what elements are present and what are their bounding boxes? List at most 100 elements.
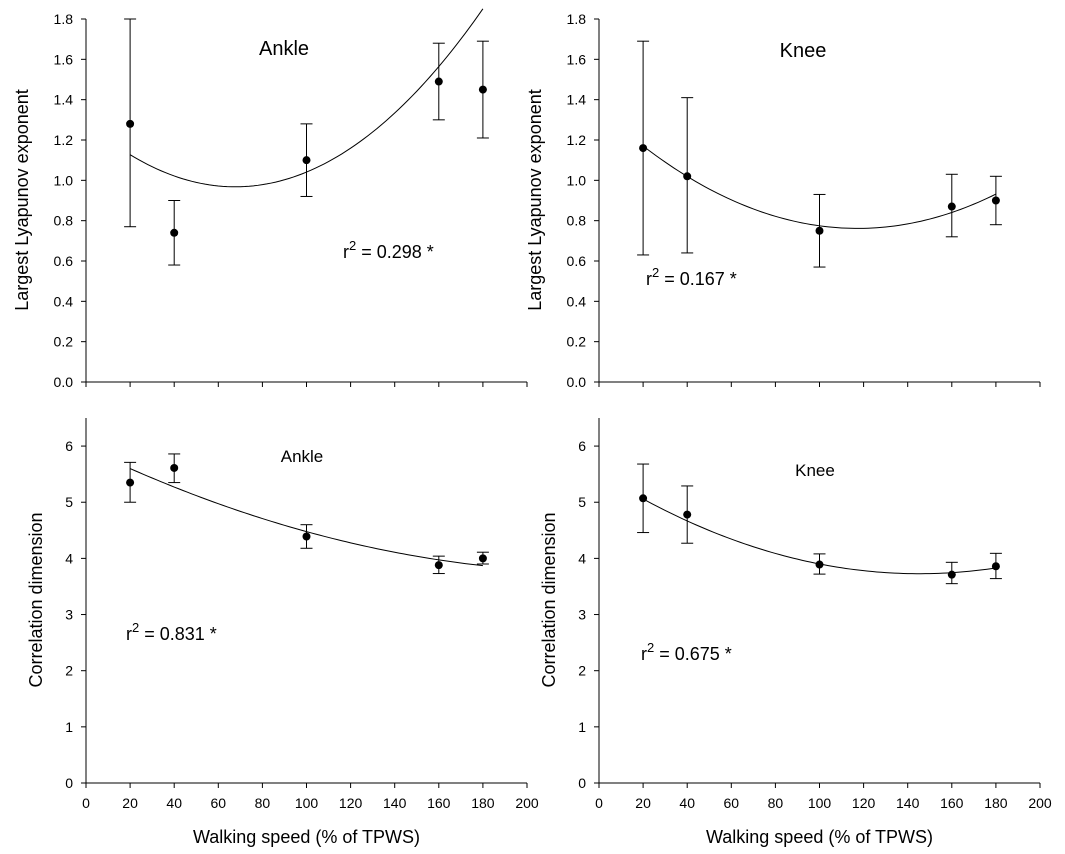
x-tick-label: 60 <box>724 795 740 811</box>
y-tick-label: 1.6 <box>54 51 74 67</box>
y-tick-label: 5 <box>578 494 586 510</box>
panel-1: 0.0 0.2 0.4 0.6 0.8 1.0 1.2 1.4 1.6 1.8 Ankle Large… <box>12 8 528 390</box>
y-tick-label: 5 <box>65 494 73 510</box>
panel-title: Ankle <box>281 447 324 466</box>
y-tick-label: 1.4 <box>54 92 74 108</box>
r-superscript: 2 <box>349 238 356 253</box>
y-axis-label: Largest Lyapunov exponent <box>12 89 32 311</box>
r-symbol: r <box>343 242 349 262</box>
r-value: = 0.167 * <box>659 269 737 289</box>
x-tick-label: 20 <box>122 795 138 811</box>
x-tick-label: 40 <box>679 795 695 811</box>
data-point <box>126 478 135 487</box>
y-tick-label: 3 <box>65 607 73 623</box>
y-tick-label: 0.6 <box>54 253 74 269</box>
data-point <box>478 85 487 94</box>
y-axis-label: Correlation dimension <box>539 512 559 687</box>
y-tick-label: 6 <box>65 438 73 454</box>
data-point <box>683 172 692 181</box>
r-symbol: r <box>646 269 652 289</box>
y-tick-label: 1.8 <box>54 11 74 27</box>
x-tick-label: 100 <box>808 795 832 811</box>
x-tick-label: 160 <box>427 795 451 811</box>
y-tick-label: 1 <box>578 719 586 735</box>
data-point <box>302 532 311 541</box>
x-tick-label: 180 <box>471 795 495 811</box>
y-tick-label: 4 <box>578 550 586 566</box>
y-tick-label: 1.2 <box>567 132 587 148</box>
x-tick-label: 100 <box>295 795 319 811</box>
y-tick-label: 1.8 <box>567 11 587 27</box>
y-tick-label: 0.4 <box>567 293 587 309</box>
data-point <box>991 562 1000 571</box>
data-point <box>815 560 824 569</box>
data-point <box>126 119 135 128</box>
r-value: = 0.298 * <box>356 242 434 262</box>
data-point <box>639 144 648 153</box>
data-point <box>170 228 179 237</box>
panel-title: Ankle <box>259 38 309 60</box>
panel-title: Knee <box>780 40 827 62</box>
y-tick-label: 0.2 <box>567 334 587 350</box>
y-tick-label: 0.0 <box>567 374 587 390</box>
y-tick-label: 1.2 <box>54 132 74 148</box>
r-symbol: r <box>126 624 132 644</box>
x-tick-label: 80 <box>255 795 271 811</box>
y-tick-label: 6 <box>578 438 586 454</box>
x-tick-label: 120 <box>852 795 876 811</box>
y-axis-label: Correlation dimension <box>26 512 46 687</box>
y-tick-label: 0.2 <box>54 334 74 350</box>
x-axis-label: Walking speed (% of TPWS) <box>193 827 420 847</box>
data-point <box>434 77 443 86</box>
x-tick-label: 160 <box>940 795 964 811</box>
x-tick-label: 180 <box>984 795 1008 811</box>
y-tick-label: 1.6 <box>567 51 587 67</box>
x-tick-label: 80 <box>768 795 784 811</box>
y-tick-label: 0.6 <box>567 253 587 269</box>
x-tick-label: 140 <box>896 795 920 811</box>
y-tick-label: 2 <box>578 663 586 679</box>
data-point <box>991 196 1000 205</box>
data-point <box>478 554 487 563</box>
x-tick-label: 0 <box>595 795 603 811</box>
x-tick-label: 120 <box>339 795 363 811</box>
x-axis-label: Walking speed (% of TPWS) <box>706 827 933 847</box>
y-tick-label: 0.4 <box>54 293 74 309</box>
x-tick-label: 140 <box>383 795 407 811</box>
x-tick-label: 20 <box>635 795 651 811</box>
y-tick-label: 1 <box>65 719 73 735</box>
r-squared-annotation: r2 = 0.675 * <box>641 640 732 664</box>
y-axis-label: Largest Lyapunov exponent <box>525 89 545 311</box>
y-tick-label: 1.0 <box>54 172 74 188</box>
data-point <box>815 226 824 235</box>
x-tick-label: 200 <box>515 795 539 811</box>
data-point <box>947 570 956 579</box>
r-superscript: 2 <box>652 265 659 280</box>
r-symbol: r <box>641 644 647 664</box>
panel-title: Knee <box>795 461 835 480</box>
data-point <box>947 202 956 211</box>
y-tick-label: 1.4 <box>567 92 587 108</box>
y-tick-label: 4 <box>65 550 73 566</box>
y-tick-label: 0 <box>578 775 586 791</box>
x-tick-label: 40 <box>166 795 182 811</box>
r-superscript: 2 <box>647 640 654 655</box>
data-point <box>639 494 648 503</box>
r-squared-annotation: r2 = 0.167 * <box>646 265 737 289</box>
r-squared-annotation: r2 = 0.831 * <box>126 620 217 644</box>
y-tick-label: 1.0 <box>567 172 587 188</box>
y-tick-label: 3 <box>578 607 586 623</box>
y-tick-label: 0 <box>65 775 73 791</box>
r-value: = 0.831 * <box>139 624 217 644</box>
y-tick-label: 0.8 <box>54 213 74 229</box>
data-point <box>302 156 311 165</box>
y-tick-label: 2 <box>65 663 73 679</box>
y-tick-label: 0.0 <box>54 374 74 390</box>
x-tick-label: 60 <box>211 795 227 811</box>
y-tick-label: 0.8 <box>567 213 587 229</box>
r-superscript: 2 <box>132 620 139 635</box>
r-value: = 0.675 * <box>654 644 732 664</box>
data-point <box>170 463 179 472</box>
